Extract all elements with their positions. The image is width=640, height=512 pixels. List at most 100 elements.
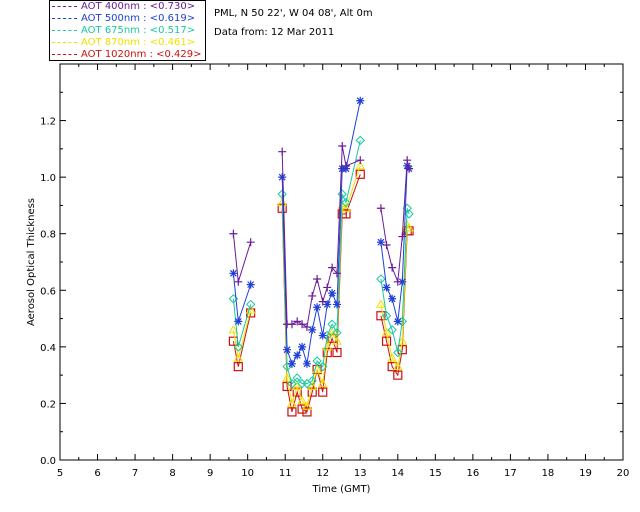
data-point — [355, 169, 365, 179]
data-point — [233, 362, 243, 372]
x-tick-label: 14 — [391, 468, 404, 479]
y-tick-label: 1.2 — [40, 117, 56, 128]
data-point — [318, 387, 328, 397]
x-tick-label: 17 — [504, 468, 517, 479]
y-tick-label: 0.0 — [40, 456, 56, 467]
series-line — [232, 312, 252, 367]
data-point — [382, 241, 391, 250]
legend-entry: AOT 1020nm : <0.429> — [52, 49, 201, 61]
data-point — [229, 269, 238, 278]
data-point — [337, 189, 347, 199]
data-point — [228, 324, 239, 334]
data-point — [234, 317, 243, 326]
data-point — [356, 156, 365, 165]
data-point — [297, 395, 307, 405]
series-line — [380, 223, 410, 368]
data-point — [376, 299, 386, 308]
data-point — [318, 297, 327, 306]
data-point — [298, 320, 307, 329]
x-tick-label: 19 — [579, 468, 592, 479]
x-axis-label: Time (GMT) — [312, 484, 371, 495]
legend-label: AOT 1020nm : <0.429> — [81, 49, 202, 60]
data-point — [398, 277, 407, 286]
x-tick-label: 13 — [354, 468, 367, 479]
legend-entry: AOT 400nm : <0.730> — [52, 1, 195, 13]
data-point — [338, 142, 347, 151]
data-point — [332, 336, 342, 345]
legend-swatch — [52, 29, 77, 31]
data-point — [332, 347, 342, 358]
x-tick-label: 6 — [94, 468, 100, 479]
data-point — [287, 398, 297, 407]
data-point — [403, 156, 412, 165]
y-tick-label: 0.6 — [40, 286, 56, 297]
data-point — [313, 274, 322, 283]
data-point — [323, 283, 332, 292]
data-point — [392, 361, 403, 371]
y-tick-label: 1.0 — [40, 173, 56, 184]
x-tick-label: 10 — [241, 468, 254, 479]
data-point — [278, 173, 287, 182]
legend-label: AOT 500nm : <0.619> — [81, 13, 196, 24]
location-label: PML, N 50 22', W 04 08', Alt 0m — [214, 8, 373, 19]
data-point — [302, 323, 311, 332]
data-point — [393, 347, 403, 358]
data-point — [341, 197, 351, 208]
legend-swatch — [52, 17, 77, 19]
y-axis-label: Aerosol Optical Thickness — [26, 198, 37, 326]
series-line — [232, 309, 252, 359]
data-point — [332, 328, 342, 338]
data-point — [246, 280, 255, 289]
data-point — [302, 407, 312, 417]
data-point — [393, 370, 403, 380]
data-point — [233, 342, 243, 352]
data-point — [318, 361, 328, 372]
data-point — [307, 381, 318, 390]
series-line — [380, 208, 410, 353]
data-point — [356, 96, 365, 105]
data-point — [229, 229, 238, 238]
legend-entry: AOT 675nm : <0.517> — [52, 25, 195, 37]
series-line — [232, 298, 252, 347]
data-point — [292, 381, 303, 390]
data-point — [404, 209, 414, 219]
data-point — [283, 345, 292, 354]
data-point — [312, 356, 322, 366]
data-point — [318, 331, 327, 340]
x-tick-label: 5 — [57, 468, 63, 479]
data-point — [381, 311, 392, 321]
data-point — [387, 353, 398, 362]
x-tick-label: 9 — [207, 468, 213, 479]
data-point — [404, 223, 414, 232]
data-point — [341, 203, 351, 212]
x-tick-label: 20 — [617, 468, 630, 479]
y-tick-label: 0.2 — [40, 399, 56, 410]
data-point — [287, 407, 297, 417]
data-point — [233, 353, 244, 362]
data-point — [298, 342, 307, 351]
data-point — [308, 291, 317, 300]
legend-label: AOT 675nm : <0.517> — [81, 25, 196, 36]
data-point — [376, 204, 385, 213]
x-tick-label: 8 — [169, 468, 175, 479]
data-point — [246, 238, 255, 247]
data-point — [388, 263, 397, 272]
data-point — [332, 269, 341, 278]
legend: AOT 400nm : <0.730> AOT 500nm : <0.619> AO… — [49, 0, 206, 61]
data-point — [376, 311, 386, 321]
data-point — [397, 336, 408, 345]
x-tick-label: 12 — [316, 468, 329, 479]
data-point — [287, 359, 296, 368]
data-point — [308, 325, 317, 334]
data-point — [393, 277, 402, 286]
data-point — [393, 317, 402, 326]
data-point — [381, 336, 392, 346]
legend-entry: AOT 870nm : <0.461> — [52, 37, 195, 49]
series-line — [281, 140, 361, 385]
data-point — [355, 160, 366, 170]
legend-swatch — [52, 53, 77, 55]
legend-swatch — [52, 41, 77, 43]
x-tick-label: 11 — [279, 468, 292, 479]
data-point — [382, 283, 391, 292]
